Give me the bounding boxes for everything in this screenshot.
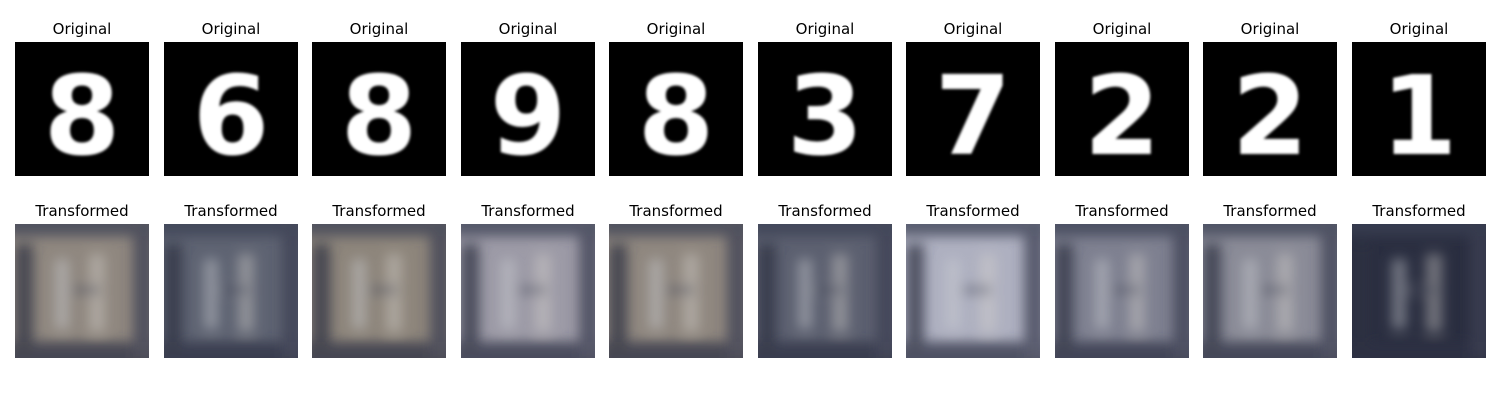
panel-title: Transformed xyxy=(926,202,1020,220)
transformed-image xyxy=(609,224,743,358)
panel-title: Transformed xyxy=(778,202,872,220)
panel-image xyxy=(312,224,446,358)
digit-image: 7 xyxy=(906,42,1040,176)
panel-image xyxy=(1352,224,1486,358)
panel-image: 3 xyxy=(758,42,892,176)
transformed-image xyxy=(164,224,298,358)
digit-glyph: 8 xyxy=(638,52,715,176)
panel-title: Transformed xyxy=(35,202,129,220)
transformed-image xyxy=(906,224,1040,358)
transformed-image xyxy=(312,224,446,358)
digit-image: 8 xyxy=(312,42,446,176)
panel-image xyxy=(609,224,743,358)
transformed-image xyxy=(15,224,149,358)
panel-image: 2 xyxy=(1203,42,1337,176)
panel-image: 9 xyxy=(461,42,595,176)
transformed-image xyxy=(758,224,892,358)
panel-image: 1 xyxy=(1352,42,1486,176)
digit-image: 3 xyxy=(758,42,892,176)
panel-image: 8 xyxy=(312,42,446,176)
panel-title: Original xyxy=(1389,20,1449,38)
panel-title: Transformed xyxy=(1223,202,1317,220)
panel-title: Transformed xyxy=(629,202,723,220)
panel-title: Original xyxy=(1092,20,1152,38)
digit-image: 9 xyxy=(461,42,595,176)
panel-image xyxy=(1203,224,1337,358)
panel-image: 8 xyxy=(609,42,743,176)
digit-image: 2 xyxy=(1203,42,1337,176)
panel-title: Transformed xyxy=(1372,202,1466,220)
digit-image: 6 xyxy=(164,42,298,176)
digit-glyph: 6 xyxy=(193,52,270,176)
digit-glyph: 8 xyxy=(44,52,121,176)
panel-image: 6 xyxy=(164,42,298,176)
panel-title: Original xyxy=(201,20,261,38)
digit-glyph: 8 xyxy=(341,52,418,176)
panel-title: Transformed xyxy=(184,202,278,220)
digit-image: 8 xyxy=(609,42,743,176)
panel-title: Original xyxy=(943,20,1003,38)
panel-title: Transformed xyxy=(332,202,426,220)
panel-image: 7 xyxy=(906,42,1040,176)
panel-title: Original xyxy=(52,20,112,38)
digit-glyph: 3 xyxy=(787,52,864,176)
transformed-image xyxy=(1352,224,1486,358)
panel-title: Original xyxy=(646,20,706,38)
digit-glyph: 9 xyxy=(490,52,567,176)
panel-image xyxy=(758,224,892,358)
panel-image xyxy=(164,224,298,358)
panel-image xyxy=(461,224,595,358)
transformed-image xyxy=(1203,224,1337,358)
digit-image: 8 xyxy=(15,42,149,176)
transformed-image xyxy=(1055,224,1189,358)
transformed-image xyxy=(461,224,595,358)
panel-image xyxy=(15,224,149,358)
digit-glyph: 2 xyxy=(1084,52,1161,176)
digit-glyph: 7 xyxy=(935,52,1012,176)
digit-image: 1 xyxy=(1352,42,1486,176)
digit-image: 2 xyxy=(1055,42,1189,176)
panel-title: Transformed xyxy=(1075,202,1169,220)
panel-title: Original xyxy=(1240,20,1300,38)
panel-title: Original xyxy=(498,20,558,38)
panel-title: Original xyxy=(795,20,855,38)
panel-image: 8 xyxy=(15,42,149,176)
digit-glyph: 2 xyxy=(1232,52,1309,176)
panel-title: Original xyxy=(349,20,409,38)
digit-glyph: 1 xyxy=(1381,52,1458,176)
panel-image: 2 xyxy=(1055,42,1189,176)
panel-image xyxy=(1055,224,1189,358)
panel-title: Transformed xyxy=(481,202,575,220)
panel-image xyxy=(906,224,1040,358)
